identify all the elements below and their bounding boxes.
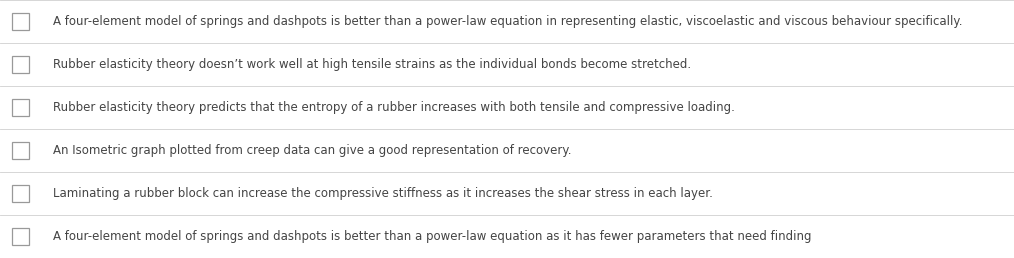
Text: A four-element model of springs and dashpots is better than a power-law equation: A four-element model of springs and dash… <box>53 15 962 28</box>
Bar <box>12 13 28 30</box>
Text: Rubber elasticity theory predicts that the entropy of a rubber increases with bo: Rubber elasticity theory predicts that t… <box>53 101 734 114</box>
Bar <box>12 99 28 116</box>
Text: Laminating a rubber block can increase the compressive stiffness as it increases: Laminating a rubber block can increase t… <box>53 187 713 200</box>
Bar <box>12 142 28 159</box>
Bar <box>12 228 28 245</box>
Bar <box>12 185 28 202</box>
Text: An Isometric graph plotted from creep data can give a good representation of rec: An Isometric graph plotted from creep da… <box>53 144 571 157</box>
Bar <box>12 56 28 73</box>
Text: A four-element model of springs and dashpots is better than a power-law equation: A four-element model of springs and dash… <box>53 230 811 243</box>
Text: Rubber elasticity theory doesn’t work well at high tensile strains as the indivi: Rubber elasticity theory doesn’t work we… <box>53 58 691 71</box>
